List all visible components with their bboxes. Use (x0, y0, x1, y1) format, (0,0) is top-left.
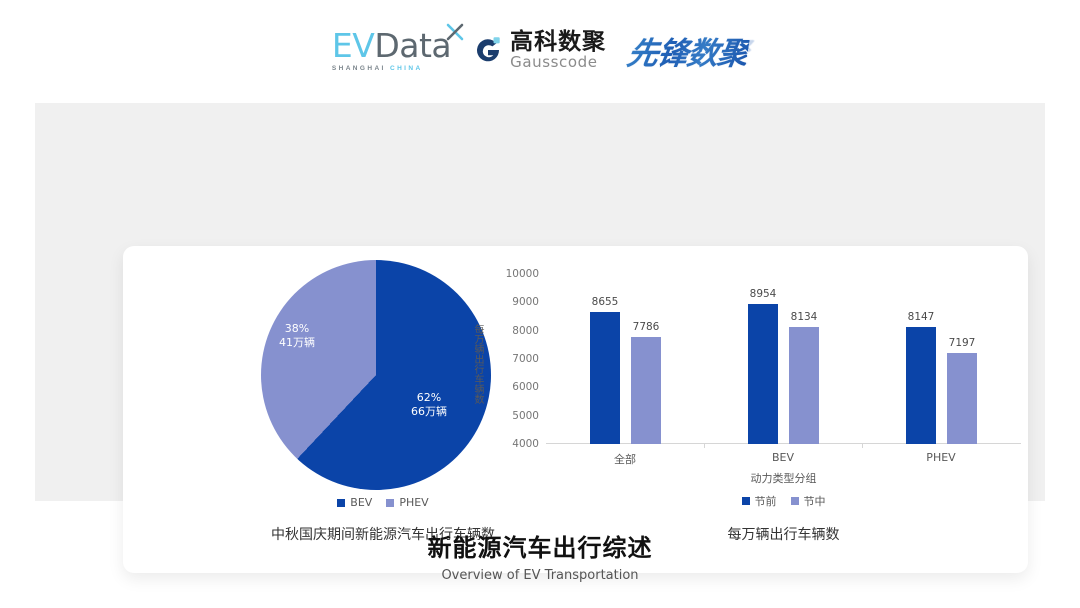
bar-chart-x-axis-label: 动力类型分组 (750, 472, 817, 485)
y-tick-4000: 4000 (512, 438, 539, 450)
bar-phev-jiezhong: 7197 (947, 337, 977, 444)
legend-item-bev: BEV (337, 496, 372, 509)
y-tick-5000: 5000 (512, 409, 539, 422)
evdata-wordmark: EVData (331, 23, 464, 65)
bar-chart-legend: 节前 节中 (546, 493, 1021, 509)
pie-chart-title: 中秋国庆期间新能源汽车出行车辆数 (271, 527, 495, 543)
evdata-tagline: SHANGHAI CHINA (332, 65, 423, 72)
y-tick-9000: 9000 (512, 296, 539, 309)
bar-value-bev-jiezhong: 8134 (790, 310, 818, 323)
gausscode-logo: 高科数聚 Gausscode (473, 30, 606, 70)
evdata-wordmark-data: Data (374, 25, 452, 65)
legend-label-bev: BEV (350, 496, 373, 509)
gausscode-text: 高科数聚 Gausscode (510, 30, 606, 70)
bar-chart-y-axis-label: 每万辆出行车辆数 (472, 324, 483, 404)
evdata-wordmark-ev: EV (331, 25, 375, 65)
bar-chart-plot-area: 10000 9000 8000 7000 6000 5000 4000 8655… (506, 268, 1021, 466)
gausscode-name-cn: 高科数聚 (510, 29, 607, 55)
bar-value-quanbu-jiezhong: 7786 (632, 320, 660, 333)
footer-title-cn: 新能源汽车出行综述 (427, 534, 653, 562)
x-tick-phev: PHEV (926, 451, 956, 464)
x-mark-icon (446, 23, 464, 40)
bar-value-phev-jieqian: 8147 (907, 310, 935, 323)
legend-label-jieqian: 节前 (754, 495, 777, 508)
pie-chart-graphic: 38% 41万辆 62% 66万辆 (261, 260, 491, 490)
legend-swatch-jiezhong (790, 497, 799, 505)
bar-quanbu-jieqian: 8655 (590, 296, 620, 444)
group-separator-1 (704, 443, 705, 448)
y-tick-8000: 8000 (512, 324, 539, 337)
legend-item-jieqian: 节前 (741, 493, 777, 509)
legend-swatch-phev (386, 498, 395, 507)
legend-item-phev: PHEV (386, 496, 429, 509)
pie-label-bev-value: 66万辆 (411, 405, 447, 418)
evdata-logo: EVData SHANGHAI CHINA (331, 23, 464, 72)
y-tick-7000: 7000 (512, 353, 539, 365)
pie-label-bev: 62% 66万辆 (411, 391, 447, 419)
x-tick-bev: BEV (771, 451, 795, 464)
pie-chart-block: 38% 41万辆 62% 66万辆 BEV PHEV 中秋国庆期间新能源 (223, 260, 543, 560)
pie-label-phev-percent: 38% (284, 322, 310, 335)
logo-bar: EVData SHANGHAI CHINA 高科数聚 Gausscode 先锋数… (0, 22, 1080, 78)
legend-item-jiezhong: 节中 (790, 493, 826, 509)
x-tick-quanbu: 全部 (614, 453, 636, 466)
bar-chart-axis-line (546, 443, 1021, 444)
gausscode-name-en: Gausscode (510, 53, 598, 71)
legend-label-phev: PHEV (399, 496, 429, 509)
evdata-tagline-country: CHINA (389, 64, 423, 72)
pie-label-bev-percent: 62% (416, 391, 442, 404)
bar-phev-jieqian: 8147 (906, 311, 936, 444)
legend-swatch-jieqian (741, 497, 750, 505)
footer-title-en: Overview of EV Transportation (441, 568, 639, 583)
bar-value-bev-jieqian: 8954 (749, 287, 777, 300)
evdata-tagline-city: SHANGHAI (331, 64, 386, 72)
pie-slices (261, 260, 491, 490)
bar-chart-title: 每万辆出行车辆数 (727, 527, 840, 543)
charts-card: 38% 41万辆 62% 66万辆 BEV PHEV 中秋国庆期间新能源 (123, 246, 1028, 573)
bar-chart-block: 每万辆出行车辆数 10000 9000 8000 7000 6000 5000 … (468, 266, 1028, 561)
legend-swatch-bev (337, 498, 346, 507)
y-tick-6000: 6000 (512, 381, 539, 394)
bar-quanbu-jiezhong: 7786 (631, 321, 661, 444)
legend-label-jiezhong: 节中 (803, 495, 826, 508)
gausscode-mark-icon (473, 35, 503, 65)
footer: 新能源汽车出行综述 Overview of EV Transportation (0, 528, 1080, 583)
bar-bev-jiezhong: 8134 (789, 311, 819, 444)
y-tick-10000: 10000 (505, 268, 539, 280)
bar-bev-jieqian: 8954 (748, 288, 778, 444)
group-separator-2 (862, 443, 863, 448)
pie-label-phev: 38% 41万辆 (279, 322, 315, 350)
pie-chart-legend: BEV PHEV (223, 496, 543, 509)
content-panel: 38% 41万辆 62% 66万辆 BEV PHEV 中秋国庆期间新能源 (35, 103, 1045, 573)
pie-label-phev-value: 41万辆 (279, 336, 315, 349)
xianfeng-logo: 先锋数聚 (625, 28, 752, 73)
bar-value-phev-jiezhong: 7197 (948, 337, 976, 350)
bar-value-quanbu-jieqian: 8655 (591, 296, 619, 309)
